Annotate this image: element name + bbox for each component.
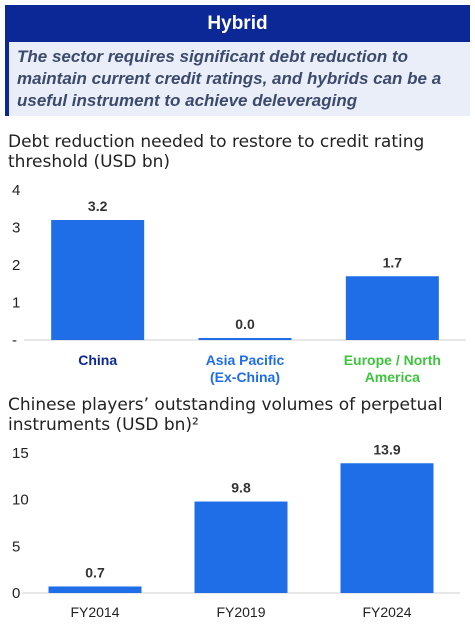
- chart1-title: Debt reduction needed to restore to cred…: [8, 132, 425, 172]
- chart1-category-label: Europe / North: [344, 352, 441, 368]
- chart1-category-label: China: [78, 352, 117, 368]
- chart1-ytick-label: 2: [12, 257, 20, 274]
- chart1-ytick-label: -: [12, 332, 17, 349]
- chart1-data-label: 3.2: [88, 198, 108, 214]
- chart2-ytick-label: 5: [12, 538, 20, 555]
- chart1-bar: [198, 338, 292, 340]
- chart2-ytick-label: 15: [12, 445, 29, 462]
- chart2-bar: [48, 586, 142, 593]
- chart2-category-label: FY2014: [70, 604, 119, 620]
- header-title: Hybrid: [5, 5, 470, 42]
- chart1-data-label: 1.7: [383, 254, 403, 270]
- chart2-perpetual-volumes: 0 5 10 15 0.7 FY2014 9.8 FY2019 13.9 FY2024: [12, 441, 460, 620]
- chart1-category-label: Asia Pacific: [206, 352, 285, 368]
- chart1-bar: [51, 220, 145, 340]
- chart2-ytick-label: 0: [12, 585, 20, 602]
- chart1-data-label: 0.0: [235, 316, 255, 332]
- chart1-ytick-label: 1: [12, 295, 20, 312]
- chart2-ytick-label: 10: [12, 492, 29, 509]
- chart1-ytick-label: 4: [12, 182, 20, 199]
- chart1-debt-reduction: - 1 2 3 4 3.2 China 0.0 Asia Pacific(Ex-China) 1.…: [12, 182, 466, 385]
- chart2-bar: [340, 463, 434, 593]
- chart1-bar: [345, 276, 439, 340]
- chart2-title: Chinese players’ outstanding volumes of …: [8, 395, 443, 435]
- chart2-data-label: 13.9: [373, 441, 400, 457]
- chart2-category-label: FY2024: [362, 604, 411, 620]
- chart2-data-label: 0.7: [85, 564, 105, 580]
- summary-box: The sector requires significant debt red…: [5, 42, 470, 116]
- chart2-category-label: FY2019: [216, 604, 265, 620]
- chart1-ytick-label: 3: [12, 220, 20, 237]
- chart1-category-label: (Ex-China): [210, 369, 280, 385]
- summary-accent-bar: [5, 42, 9, 116]
- summary-text: The sector requires significant debt red…: [17, 47, 442, 110]
- chart1-category-label: America: [365, 369, 420, 385]
- chart2-bar: [194, 501, 288, 593]
- chart2-data-label: 9.8: [231, 480, 251, 496]
